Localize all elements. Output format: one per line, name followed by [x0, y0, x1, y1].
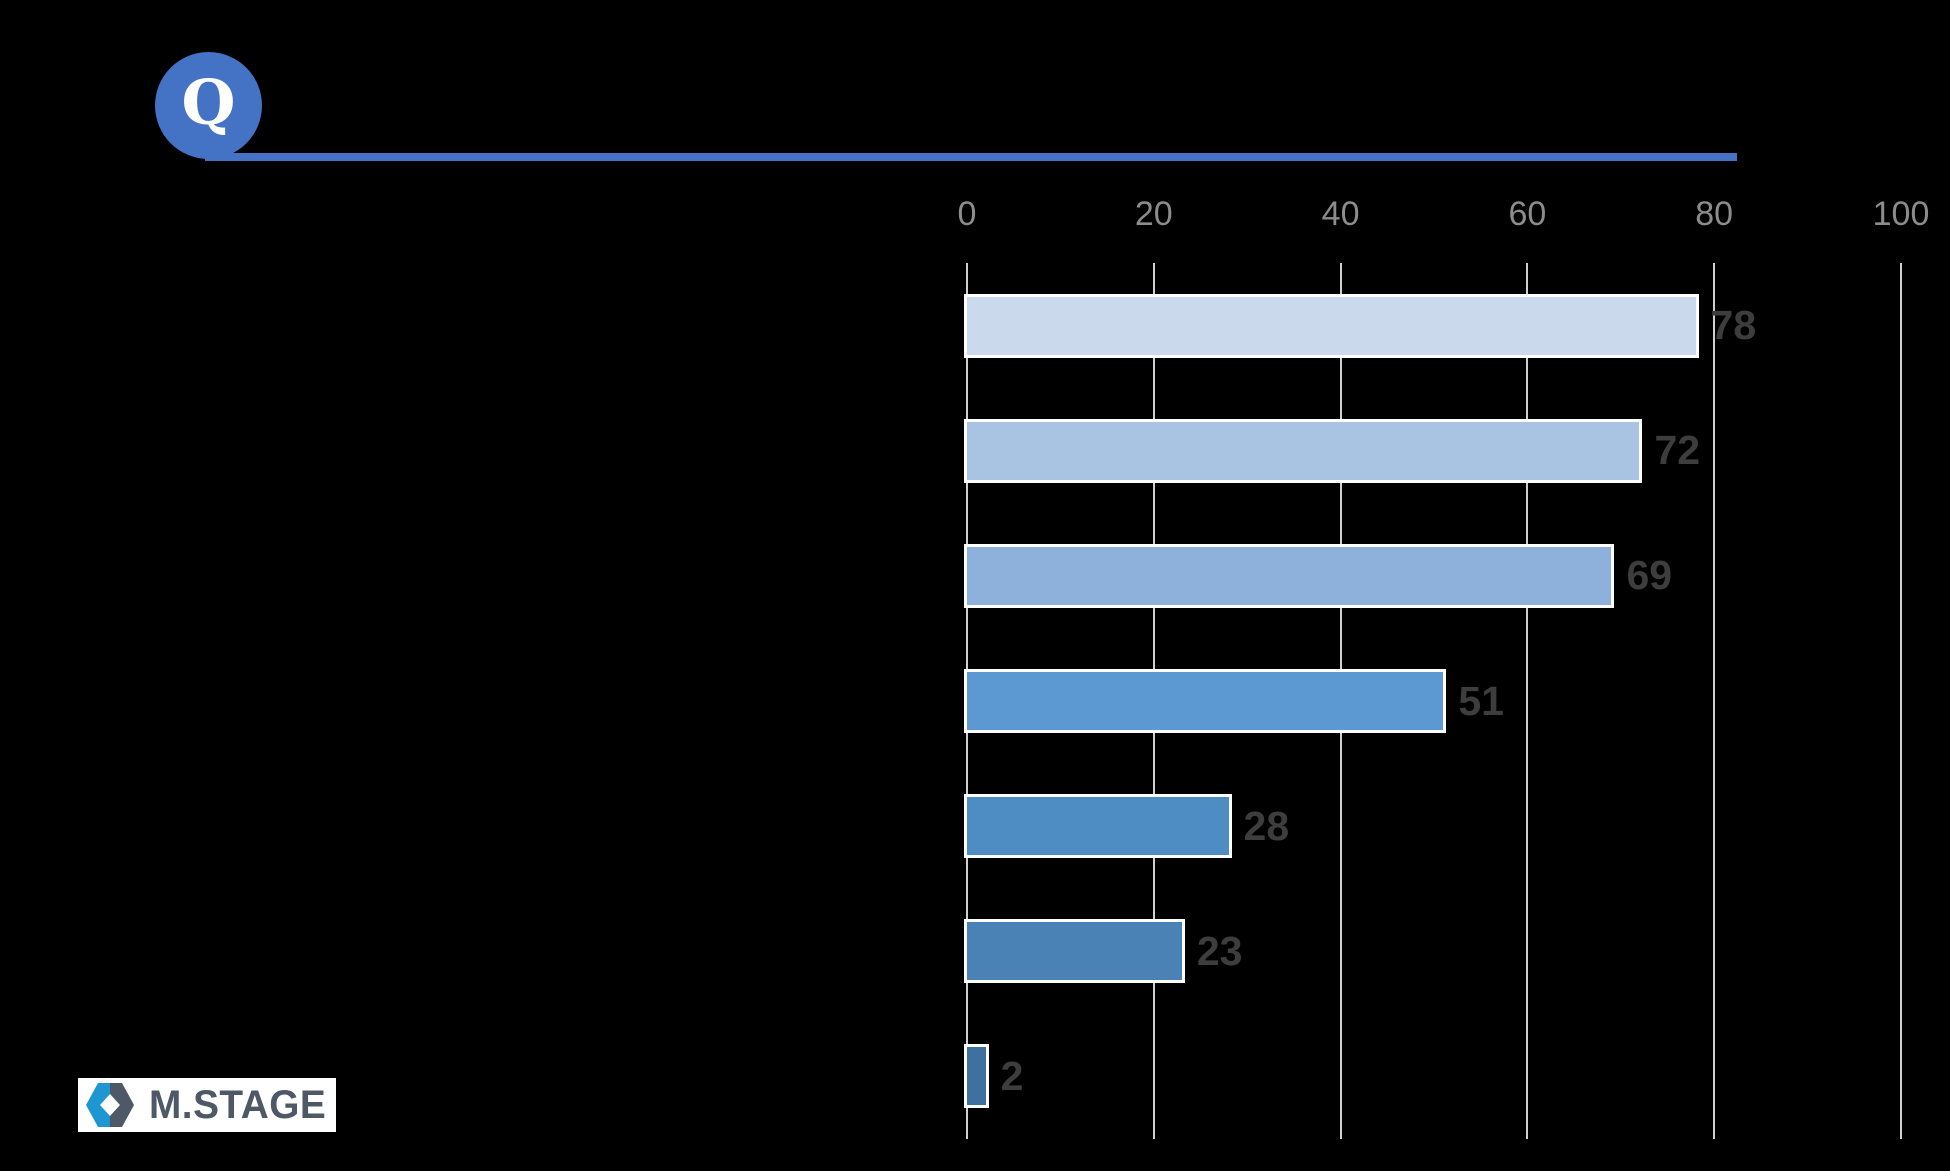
bar-value-label: 23 — [1196, 927, 1243, 974]
bar-value-label: 51 — [1458, 677, 1504, 724]
bar — [964, 418, 1643, 483]
bar-value-label: 2 — [1000, 1052, 1024, 1099]
bar — [964, 794, 1232, 859]
bar-value-label: 72 — [1654, 427, 1701, 474]
x-axis-tick-label: 60 — [1508, 195, 1547, 233]
bar-value-label: 28 — [1243, 802, 1290, 849]
x-axis-tick-label: 80 — [1695, 195, 1734, 233]
question-badge-label: Q — [181, 65, 236, 139]
title-underline — [205, 153, 1737, 161]
bar — [964, 1044, 989, 1109]
x-axis-tick-label: 0 — [957, 195, 977, 233]
gridline — [1900, 263, 1902, 1139]
bar — [964, 293, 1699, 358]
mstage-logo: M.STAGE — [78, 1078, 336, 1132]
bar — [964, 919, 1185, 984]
bar-value-label: 69 — [1626, 552, 1673, 599]
question-badge: Q — [155, 52, 262, 159]
gridline — [1713, 263, 1716, 1139]
bar-value-label: 78 — [1710, 302, 1757, 349]
bar — [964, 543, 1615, 608]
mstage-logo-text: M.STAGE — [149, 1083, 327, 1127]
x-axis-tick-label: 40 — [1321, 195, 1360, 233]
bar — [964, 669, 1447, 733]
hexagon-gem-icon — [86, 1083, 134, 1127]
x-axis-tick-label: 100 — [1872, 195, 1930, 233]
gridline — [1526, 263, 1529, 1139]
x-axis-tick-label: 20 — [1134, 195, 1173, 233]
